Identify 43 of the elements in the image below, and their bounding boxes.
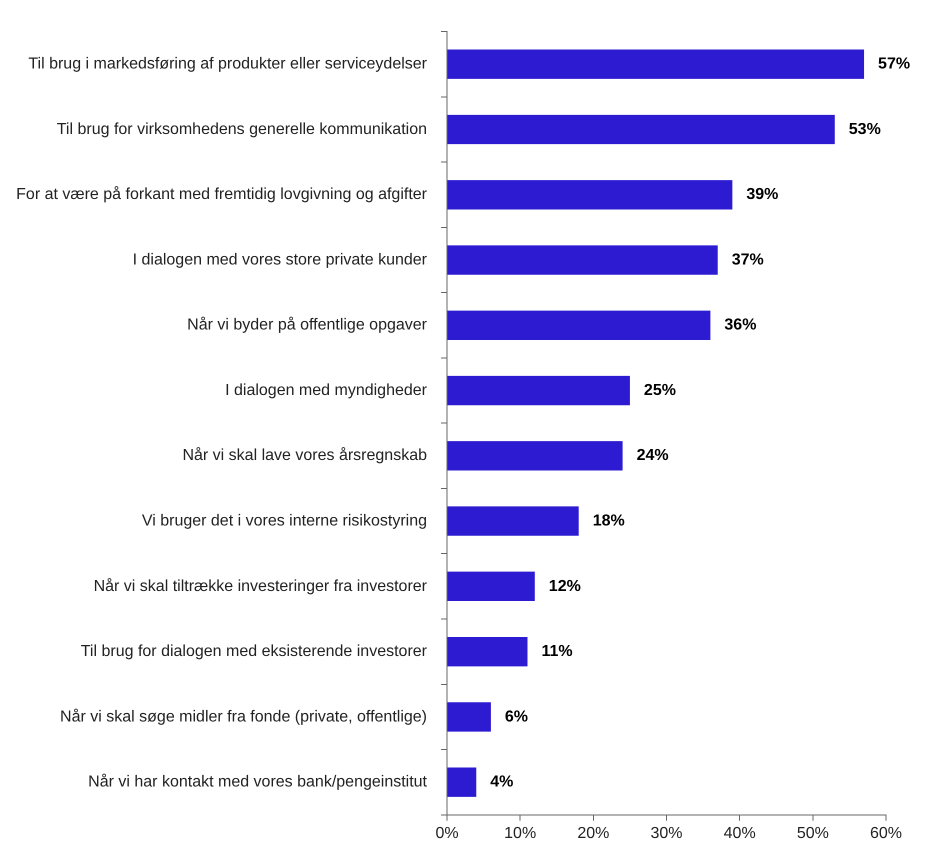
- bar: [448, 767, 476, 797]
- y-tick-label: I dialogen med vores store private kunder: [132, 251, 428, 268]
- bar: [448, 572, 535, 602]
- y-tick-label: Vi bruger det i vores interne risikostyring: [142, 512, 427, 530]
- y-tick-label: Når vi byder på offentlige opgaver: [187, 316, 428, 334]
- bar: [448, 702, 491, 732]
- y-tick-label: Til brug i markedsføring af produkter eller serviceydelser: [28, 56, 428, 73]
- data-label: 18%: [592, 512, 625, 530]
- y-tick-label: Når vi har kontakt med vores bank/pengeinstitut: [88, 774, 428, 791]
- data-label: 36%: [724, 316, 756, 334]
- data-label: 4%: [490, 774, 514, 791]
- y-tick-label: For at være på forkant med fremtidig lovgivning og afgifter: [16, 186, 428, 204]
- x-tick-label: 40%: [724, 824, 756, 842]
- y-tick-label: Når vi skal søge midler fra fonde (private, offentlige): [60, 708, 427, 726]
- x-tick-label: 30%: [650, 824, 683, 842]
- y-tick-label: I dialogen med myndigheder: [225, 382, 428, 399]
- data-label: 37%: [732, 251, 764, 268]
- data-label: 11%: [541, 643, 573, 660]
- x-tick-label: 60%: [870, 824, 902, 842]
- bar: [448, 376, 630, 406]
- x-tick-label: 0%: [435, 824, 459, 842]
- data-label: 39%: [746, 186, 778, 204]
- x-tick-label: 50%: [796, 824, 829, 842]
- data-label: 12%: [548, 578, 581, 595]
- y-tick-label: Til brug for virksomhedens generelle kommunikation: [56, 120, 427, 138]
- data-label: 53%: [848, 120, 881, 138]
- bar: [448, 506, 579, 536]
- data-label: 57%: [878, 56, 910, 73]
- bar: [448, 114, 835, 144]
- bar: [448, 180, 732, 210]
- bar: [448, 310, 710, 340]
- bar: [448, 636, 528, 666]
- y-tick-label: Til brug for dialogen med eksisterende investorer: [80, 643, 428, 660]
- bar: [448, 245, 718, 275]
- y-tick-label: Når vi skal tiltrække investeringer fra investorer: [94, 578, 428, 595]
- data-label: 25%: [644, 382, 676, 399]
- y-tick-label: Når vi skal lave vores årsregnskab: [182, 447, 428, 464]
- x-tick-label: 10%: [504, 824, 536, 842]
- data-label: 6%: [504, 708, 528, 726]
- bar: [448, 441, 623, 471]
- bar: [448, 50, 864, 79]
- x-tick-label: 20%: [577, 824, 610, 842]
- data-label: 24%: [636, 447, 669, 464]
